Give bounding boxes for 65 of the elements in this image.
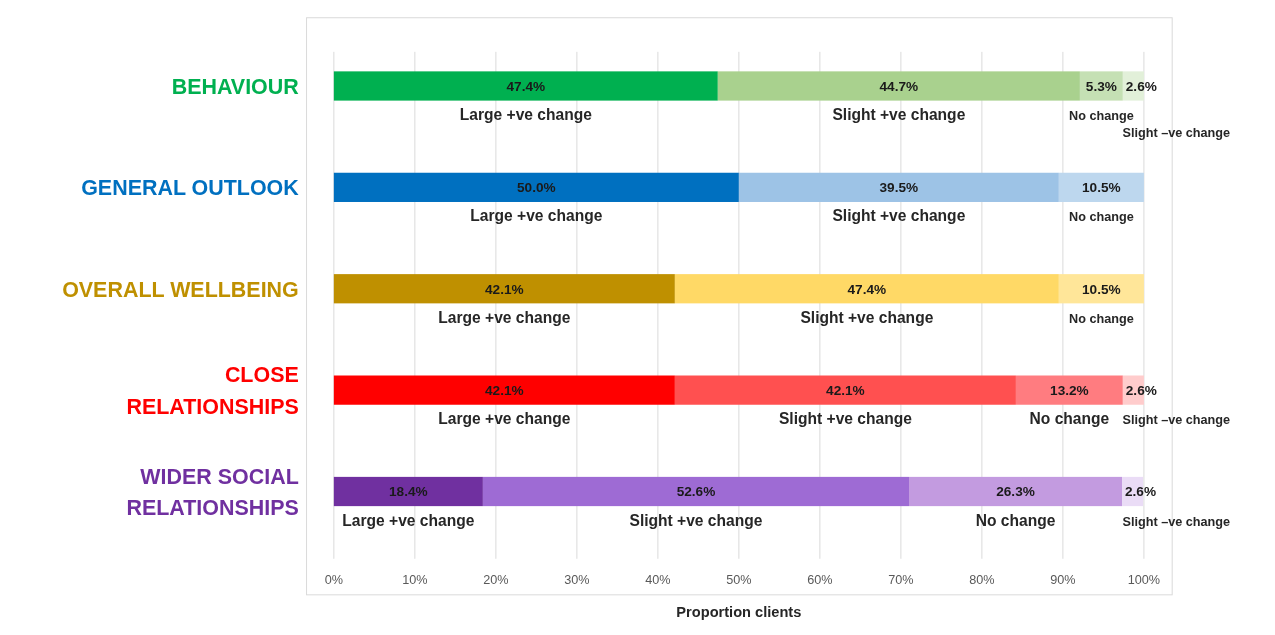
x-tick-label: 20% [483, 573, 509, 588]
data-label: 2.6% [1125, 383, 1157, 398]
x-tick-label: 80% [969, 573, 995, 588]
data-label: 13.2% [1050, 383, 1089, 398]
bar [333, 476, 483, 507]
series-label: Slight –ve change [1122, 514, 1231, 529]
data-label: 44.7% [879, 78, 919, 94]
bar [738, 172, 1059, 202]
data-label: 42.1% [485, 383, 524, 398]
text: No change [975, 511, 1056, 529]
bar [333, 375, 675, 405]
data-label: 42.1% [485, 281, 524, 297]
bar [1015, 375, 1123, 405]
text: Slight –ve change [1122, 125, 1231, 140]
text: Large +ve change [459, 106, 592, 124]
text: No change [1069, 311, 1134, 326]
data-label: 18.4% [389, 484, 428, 500]
data-label: 52.6% [676, 484, 716, 500]
y-tick-label: BEHAVIOUR [171, 74, 300, 99]
x-tick-label: 60% [807, 573, 833, 588]
data-label: 42.1% [826, 383, 865, 398]
bar [333, 71, 718, 101]
text: Large +ve change [438, 410, 571, 428]
data-label: 5.3% [1085, 78, 1117, 94]
series-label: Large +ve change [470, 207, 603, 225]
series-label: No change [1029, 410, 1110, 428]
x-tick-label: 100% [1127, 573, 1161, 588]
x-tick-label: 40% [645, 573, 671, 588]
y-tick-label: OVERALL WELLBEING [62, 277, 299, 302]
y-tick-label: CLOSE RELATIONSHIPS [126, 363, 299, 419]
x-tick-label: 30% [564, 573, 590, 588]
bar [333, 274, 675, 304]
text: No change [1069, 210, 1134, 225]
text: Slight +ve change [800, 308, 934, 326]
bar [482, 476, 909, 507]
x-tick-label: 70% [888, 573, 914, 588]
text: Slight +ve change [832, 106, 966, 124]
x-tick-label: 90% [1050, 573, 1076, 588]
bar [674, 375, 1016, 405]
data-label: 47.4% [847, 281, 887, 297]
data-label: 2.6% [1125, 78, 1157, 94]
text: Slight +ve change [778, 410, 912, 428]
bar [333, 172, 739, 202]
data-label: 10.5% [1082, 281, 1121, 297]
data-label: 50.0% [517, 180, 556, 196]
series-label: Slight +ve change [832, 207, 966, 225]
y-tick-label: WIDER SOCIAL RELATIONSHIPS [126, 464, 299, 520]
data-label: 39.5% [879, 180, 919, 196]
text: Slight –ve change [1122, 413, 1231, 428]
text: No change [1069, 109, 1134, 124]
x-tick-label: 10% [402, 573, 428, 588]
x-axis-title: Proportion clients [676, 604, 802, 621]
data-label: 2.6% [1124, 484, 1157, 500]
bar [908, 476, 1123, 507]
bar [717, 71, 1080, 101]
data-label: 26.3% [996, 484, 1035, 500]
data-label: 10.5% [1082, 180, 1121, 196]
bar [674, 274, 1059, 304]
text: Slight +ve change [629, 511, 763, 529]
text: Large +ve change [438, 308, 571, 326]
text: Large +ve change [342, 511, 475, 529]
x-tick-label: 0% [324, 573, 343, 588]
y-tick-label: GENERAL OUTLOOK [81, 176, 300, 201]
x-tick-label: 50% [726, 573, 752, 588]
data-label: 47.4% [506, 78, 546, 94]
